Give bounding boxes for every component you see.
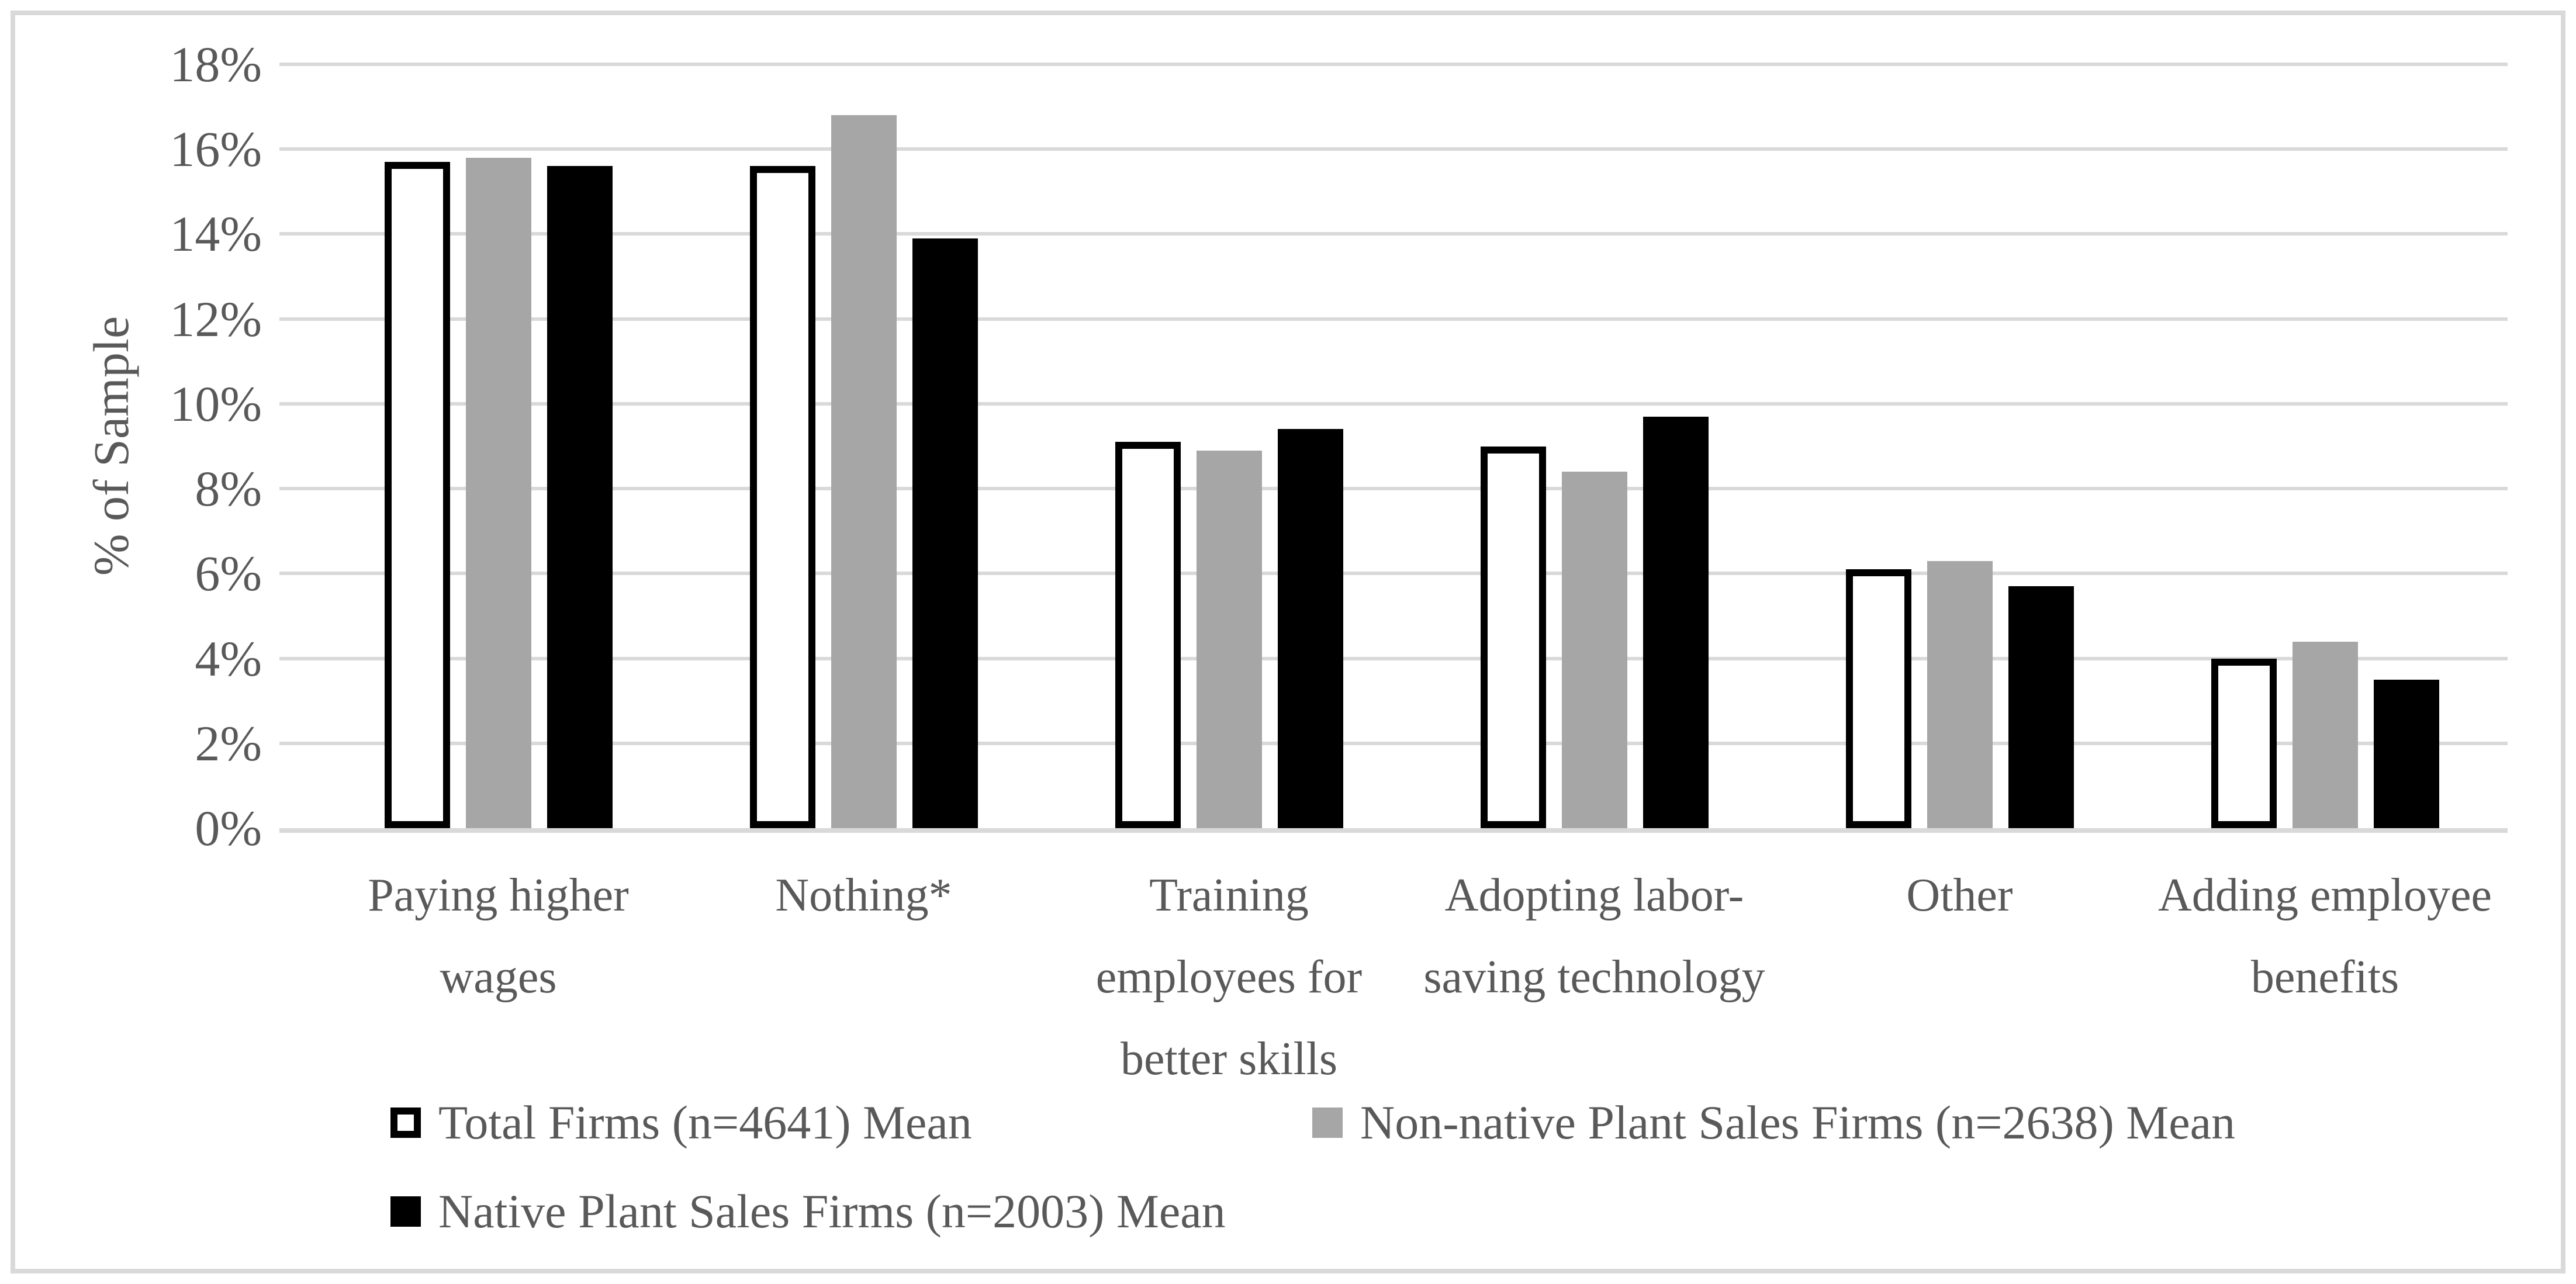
x-axis-label-category-1: Paying higher wages	[368, 870, 629, 1003]
y-tick-mark-4%	[279, 656, 316, 660]
y-tick-label-14%: 14%	[170, 206, 262, 262]
gridline-8%	[316, 487, 2508, 491]
bar-native-category-3	[1277, 429, 1343, 828]
gridline-6%	[316, 572, 2508, 576]
bar-total-category-5	[1845, 569, 1911, 828]
legend-item-nonnative-firms: Non-native Plant Sales Firms (n=2638) Me…	[1312, 1099, 2235, 1147]
bar-native-category-5	[2008, 586, 2074, 828]
bar-group-5	[1777, 64, 2142, 828]
y-axis-tick-labels: 0% 2% 4% 6% 8% 10% 12% 14% 16% 18%	[0, 36, 262, 856]
bar-nonnative-category-5	[1927, 560, 1993, 828]
y-tick-label-2%: 2%	[195, 715, 262, 771]
y-tick-label-16%: 16%	[170, 121, 262, 178]
y-tick-label-10%: 10%	[170, 375, 262, 432]
bar-native-category-1	[547, 166, 613, 828]
y-tick-mark-12%	[279, 317, 316, 321]
bar-group-2	[681, 64, 1046, 828]
y-tick-mark-10%	[279, 402, 316, 406]
bar-native-category-2	[912, 238, 978, 828]
x-axis-label-category-6: Adding employee benefits	[2158, 870, 2492, 1003]
legend-item-total-firms: Total Firms (n=4641) Mean	[390, 1099, 972, 1147]
x-axis-label-category-4: Adopting labor- saving technology	[1423, 870, 1765, 1003]
y-axis-tick-marks	[279, 63, 316, 828]
y-tick-label-12%: 12%	[170, 290, 262, 347]
y-tick-mark-16%	[279, 147, 316, 151]
bar-nonnative-category-6	[2292, 641, 2358, 828]
y-tick-label-18%: 18%	[170, 36, 262, 92]
x-axis-label-category-3: Training employees for better skills	[1095, 870, 1363, 1085]
bar-nonnative-category-1	[465, 157, 531, 828]
bar-total-category-2	[749, 166, 815, 828]
y-tick-label-6%: 6%	[195, 545, 262, 602]
gridline-14%	[316, 232, 2508, 236]
chart-border-frame	[11, 11, 2565, 1273]
bar-group-6	[2142, 64, 2508, 828]
legend-item-native-firms: Native Plant Sales Firms (n=2003) Mean	[390, 1188, 1226, 1235]
y-tick-label-8%: 8%	[195, 461, 262, 517]
y-tick-mark-14%	[279, 232, 316, 236]
y-tick-mark-18%	[279, 63, 316, 66]
bar-group-1	[316, 64, 681, 828]
y-tick-label-0%: 0%	[195, 800, 262, 856]
gridline-2%	[316, 741, 2508, 745]
bar-total-category-3	[1115, 442, 1181, 828]
bars-layer	[316, 64, 2508, 828]
bar-total-category-6	[2211, 658, 2277, 828]
y-tick-mark-2%	[279, 741, 316, 745]
bar-native-category-4	[1643, 416, 1709, 828]
bar-nonnative-category-2	[831, 115, 897, 828]
x-axis-line	[279, 828, 2508, 833]
x-axis-label-category-5: Other	[1906, 870, 2013, 921]
gridline-16%	[316, 147, 2508, 151]
legend-label-native-firms: Native Plant Sales Firms (n=2003) Mean	[438, 1185, 1226, 1238]
gridline-10%	[316, 402, 2508, 406]
gridline-18%	[316, 63, 2508, 66]
bar-total-category-4	[1480, 446, 1546, 828]
legend-label-nonnative-firms: Non-native Plant Sales Firms (n=2638) Me…	[1360, 1096, 2235, 1149]
bar-nonnative-category-3	[1196, 450, 1262, 828]
plot-area	[316, 63, 2508, 828]
bar-group-3	[1046, 64, 1412, 828]
bar-group-4	[1412, 64, 1777, 828]
bar-nonnative-category-4	[1561, 472, 1627, 828]
bar-total-category-1	[384, 162, 450, 828]
gridline-4%	[316, 656, 2508, 660]
gridline-12%	[316, 317, 2508, 321]
y-tick-mark-6%	[279, 572, 316, 576]
legend-swatch-nonnative-firms-icon	[1312, 1108, 1343, 1138]
legend-swatch-native-firms-icon	[390, 1196, 421, 1227]
bar-native-category-6	[2373, 679, 2439, 828]
legend-swatch-total-firms-icon	[390, 1108, 421, 1138]
x-axis-category-labels: Paying higher wages Nothing* Training empl…	[316, 854, 2508, 1100]
y-tick-mark-8%	[279, 487, 316, 491]
y-tick-label-4%: 4%	[195, 630, 262, 687]
legend-label-total-firms: Total Firms (n=4641) Mean	[438, 1096, 972, 1149]
x-axis-label-category-2: Nothing*	[775, 870, 952, 921]
